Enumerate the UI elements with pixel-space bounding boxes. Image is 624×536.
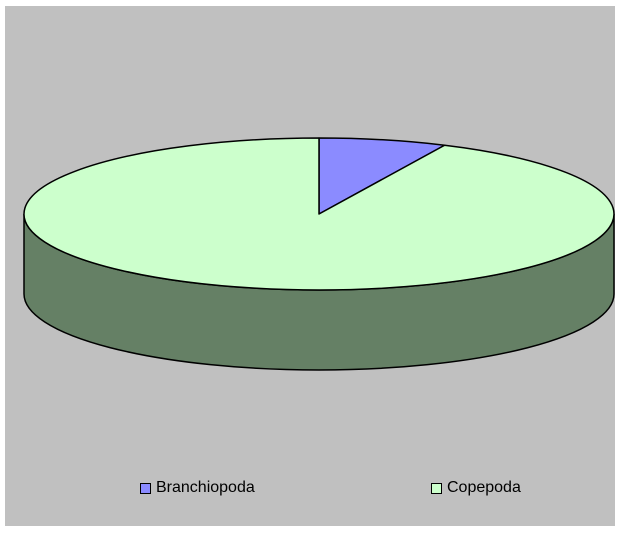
legend-item-branchiopoda: Branchiopoda xyxy=(140,478,255,498)
legend-label-branchiopoda: Branchiopoda xyxy=(156,479,255,496)
legend-swatch-copepoda xyxy=(431,482,442,494)
pie-slice-branchiopoda xyxy=(318,137,446,215)
legend-label-copepoda: Copepoda xyxy=(447,479,521,496)
chart-area: Branchiopoda Copepoda xyxy=(5,6,615,526)
legend-swatch-branchiopoda xyxy=(140,482,151,494)
pie-chart xyxy=(23,137,615,371)
legend-item-copepoda: Copepoda xyxy=(431,478,521,498)
pie-slice-copepoda xyxy=(23,137,615,291)
